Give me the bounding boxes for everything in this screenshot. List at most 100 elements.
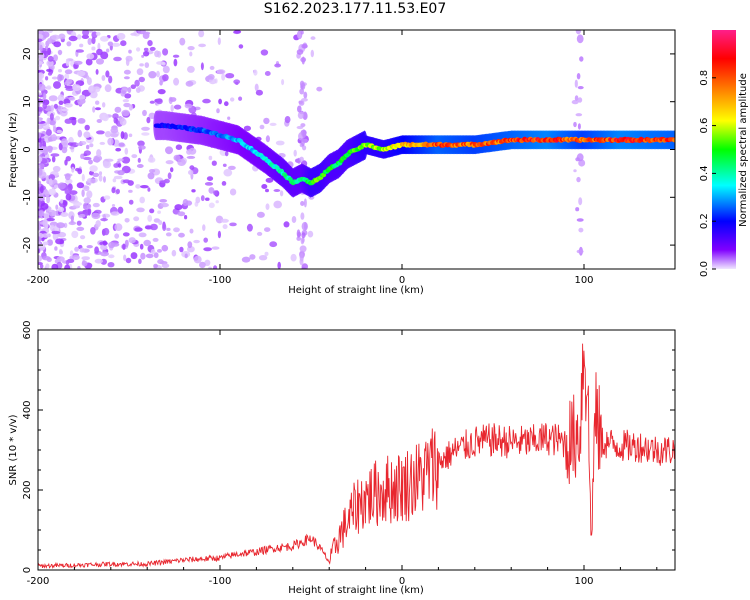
speckle-dot	[137, 30, 146, 35]
speckle-dot	[51, 34, 60, 40]
speckle-dot	[79, 247, 85, 253]
ridge-core	[672, 138, 675, 143]
speckle-dot	[86, 203, 92, 210]
speckle-dot	[256, 231, 263, 236]
speckle-dot	[81, 260, 88, 267]
speckle-dot	[213, 265, 218, 269]
speckle-dot	[208, 155, 213, 161]
speckle-dot	[123, 254, 127, 261]
speckle-dot	[83, 156, 92, 161]
speckle-dot	[77, 129, 83, 138]
speckle-dot	[38, 248, 41, 254]
speckle-dot	[198, 43, 207, 48]
speckle-dot	[108, 254, 115, 259]
speckle-dot	[135, 184, 141, 189]
speckle-dot	[52, 232, 59, 241]
speckle-dot	[42, 140, 47, 148]
speckle-dot	[140, 252, 146, 260]
speckle-dot	[117, 170, 125, 176]
colorbar-gradient	[712, 30, 736, 269]
speckle-dot	[203, 237, 208, 243]
speckle-dot	[195, 196, 201, 204]
speckle-dot	[118, 116, 125, 122]
speckle-dot	[75, 49, 84, 53]
speckle-dot	[162, 223, 167, 231]
speckle-dot	[204, 259, 211, 266]
speckle-dot	[81, 189, 85, 198]
speckle-dot	[104, 131, 112, 138]
speckle-dot	[101, 75, 106, 81]
speckle-dot	[300, 30, 304, 35]
speckle-dot	[233, 79, 241, 85]
speckle-dot	[303, 91, 308, 99]
speckle-dot	[120, 131, 125, 140]
speckle-dot	[300, 201, 305, 206]
speckle-dot	[81, 173, 85, 182]
speckle-dot	[102, 102, 106, 108]
speckle-dot	[128, 237, 136, 244]
speckle-dot	[299, 257, 304, 266]
speckle-dot	[243, 125, 251, 131]
speckle-dot	[225, 73, 235, 79]
speckle-dot	[299, 245, 307, 253]
speckle-dot	[213, 190, 218, 196]
speckle-dot	[115, 147, 122, 152]
speckle-dot	[107, 262, 115, 268]
speckle-dot	[215, 200, 219, 204]
speckle-dot	[38, 106, 44, 112]
speckle-dot	[258, 255, 268, 261]
speckle-dot	[149, 100, 155, 104]
speckle-dot	[187, 65, 195, 73]
speckle-dot	[57, 206, 65, 213]
speckle-dot	[105, 158, 114, 162]
speckle-dot	[577, 123, 581, 130]
speckle-dot	[169, 97, 177, 102]
speckle-dot	[162, 74, 169, 82]
speckle-dot	[53, 103, 59, 109]
speckle-dot	[69, 190, 78, 196]
speckle-dot	[300, 82, 306, 90]
speckle-dot	[98, 171, 103, 176]
speckle-dot	[205, 197, 210, 201]
speckle-dot	[296, 49, 304, 55]
speckle-dot	[173, 104, 182, 110]
speckle-dot	[76, 182, 85, 189]
speckle-dot	[64, 187, 71, 195]
speckle-dot	[173, 58, 178, 67]
speckle-dot	[199, 261, 206, 269]
speckle-dot	[60, 199, 64, 204]
speckle-dot	[203, 247, 212, 252]
speckle-dot	[576, 153, 584, 162]
speckle-dot	[157, 210, 162, 214]
speckle-dot	[83, 150, 91, 156]
speckle-dot	[57, 182, 66, 190]
speckle-dot	[38, 92, 43, 96]
speckle-dot	[124, 218, 130, 223]
speckle-dot	[112, 113, 119, 120]
x-tick-label: 100	[574, 576, 593, 587]
snr-panel: -200 -100 0 100 0 200 400 600 Height of straigh…	[8, 320, 676, 596]
speckle-dot	[111, 204, 116, 207]
speckle-dot	[138, 258, 142, 264]
speckle-dot	[38, 42, 41, 49]
speckle-dot	[89, 143, 94, 148]
speckle-dot	[38, 132, 41, 139]
speckle-dot	[44, 138, 48, 143]
speckle-dot	[165, 160, 174, 165]
speckle-dot	[116, 32, 126, 40]
speckle-dot	[38, 60, 43, 65]
speckle-dot	[98, 174, 103, 182]
speckle-dot	[110, 127, 119, 134]
speckle-dot	[102, 227, 110, 236]
speckle-dot	[38, 210, 45, 217]
speckle-dot	[300, 57, 307, 63]
speckle-dot	[139, 243, 144, 250]
speckle-dot	[73, 60, 83, 65]
speckle-dot	[91, 36, 96, 45]
speckle-dot	[307, 230, 314, 238]
speckle-dot	[61, 108, 69, 112]
speckle-dot	[77, 168, 83, 175]
speckle-dot	[175, 144, 183, 150]
x-tick-label: 0	[399, 576, 405, 587]
speckle-dot	[46, 217, 55, 222]
